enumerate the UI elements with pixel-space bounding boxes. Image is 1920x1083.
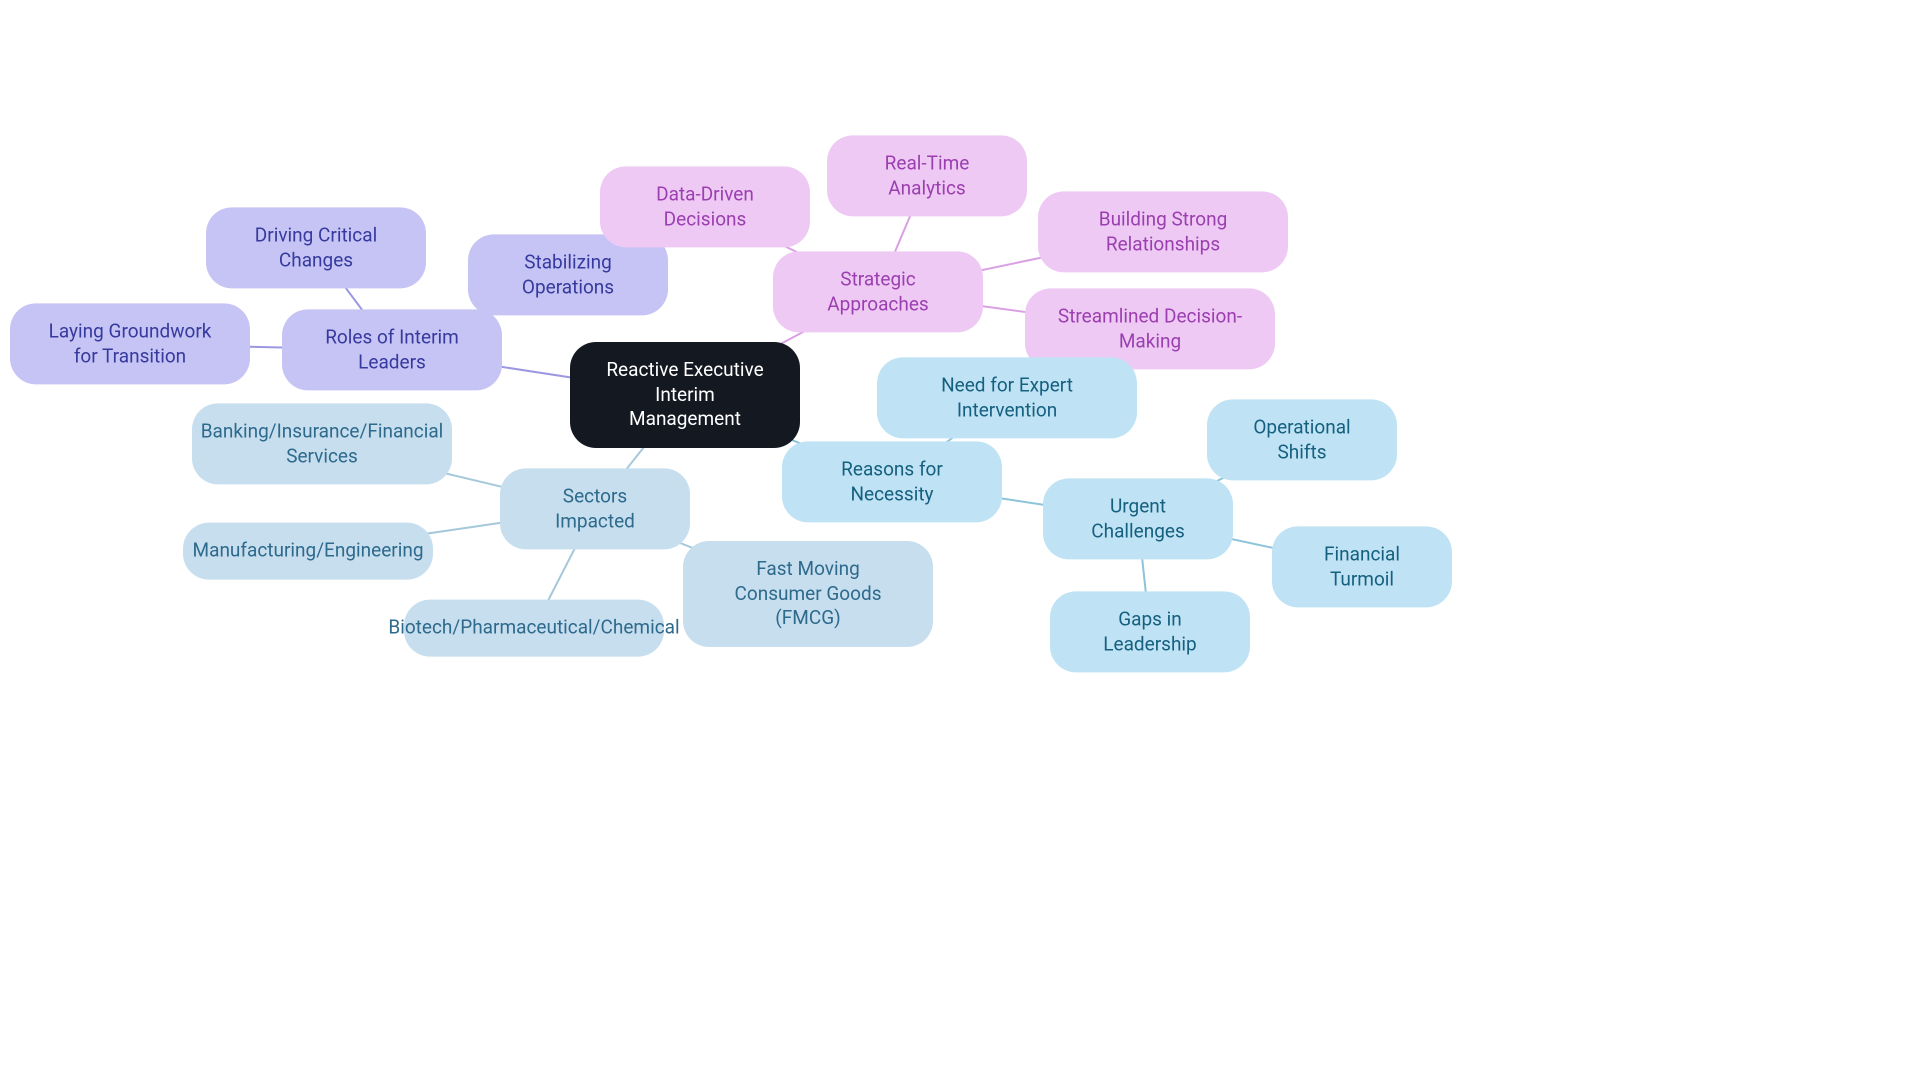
node-reasons_a: Need for Expert Intervention [877,357,1137,438]
node-roles_a: Driving Critical Changes [206,207,426,288]
node-roles: Roles of Interim Leaders [282,309,502,390]
node-sec_b: Manufacturing/Engineering [183,523,433,580]
node-sec_d: Fast Moving Consumer Goods (FMCG) [683,541,933,647]
node-ch_a: Operational Shifts [1207,399,1397,480]
node-ch_b: Financial Turmoil [1272,526,1452,607]
node-sec_a: Banking/Insurance/Financial Services [192,403,452,484]
node-strategic: Strategic Approaches [773,251,983,332]
node-strat_c: Building Strong Relationships [1038,191,1288,272]
node-roles_c: Laying Groundwork for Transition [10,303,250,384]
node-reasons: Reasons for Necessity [782,441,1002,522]
node-center: Reactive Executive Interim Management [570,342,800,448]
node-strat_b: Real-Time Analytics [827,135,1027,216]
node-challenges: Urgent Challenges [1043,478,1233,559]
node-strat_a: Data-Driven Decisions [600,166,810,247]
node-ch_c: Gaps in Leadership [1050,591,1250,672]
node-sectors: Sectors Impacted [500,468,690,549]
node-sec_c: Biotech/Pharmaceutical/Chemical [404,600,664,657]
